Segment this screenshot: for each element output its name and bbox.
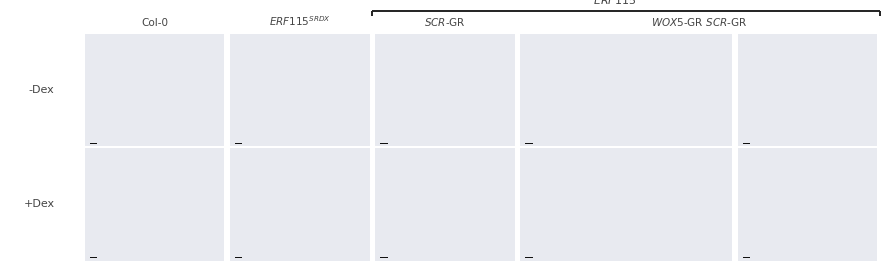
Text: +Dex: +Dex <box>24 199 55 210</box>
Text: $\mathit{SCR}$-GR: $\mathit{SCR}$-GR <box>424 16 465 28</box>
Bar <box>525 257 533 258</box>
Bar <box>85 34 225 146</box>
Bar <box>743 257 751 258</box>
Bar <box>230 34 369 146</box>
Bar <box>235 143 242 144</box>
Bar <box>374 148 515 261</box>
Text: -Dex: -Dex <box>29 85 55 95</box>
Bar <box>90 257 98 258</box>
Bar <box>743 143 751 144</box>
Bar <box>520 34 732 146</box>
Bar <box>85 148 225 261</box>
Bar <box>737 34 877 146</box>
Bar <box>235 257 242 258</box>
Text: $\mathit{ERF115}^{\mathit{SRDX}}$: $\mathit{ERF115}^{\mathit{SRDX}}$ <box>269 15 330 28</box>
Bar <box>380 257 388 258</box>
Bar <box>737 148 877 261</box>
Text: $\mathit{ERF115}^{\mathit{SRDX}}$: $\mathit{ERF115}^{\mathit{SRDX}}$ <box>593 0 659 8</box>
Bar <box>520 148 732 261</box>
Bar <box>380 143 388 144</box>
Text: Col-0: Col-0 <box>141 18 168 28</box>
Text: $\mathit{WOX5}$-GR $\mathit{SCR}$-GR: $\mathit{WOX5}$-GR $\mathit{SCR}$-GR <box>651 16 747 28</box>
Bar <box>525 143 533 144</box>
Bar <box>374 34 515 146</box>
Bar <box>230 148 369 261</box>
Bar <box>90 143 98 144</box>
